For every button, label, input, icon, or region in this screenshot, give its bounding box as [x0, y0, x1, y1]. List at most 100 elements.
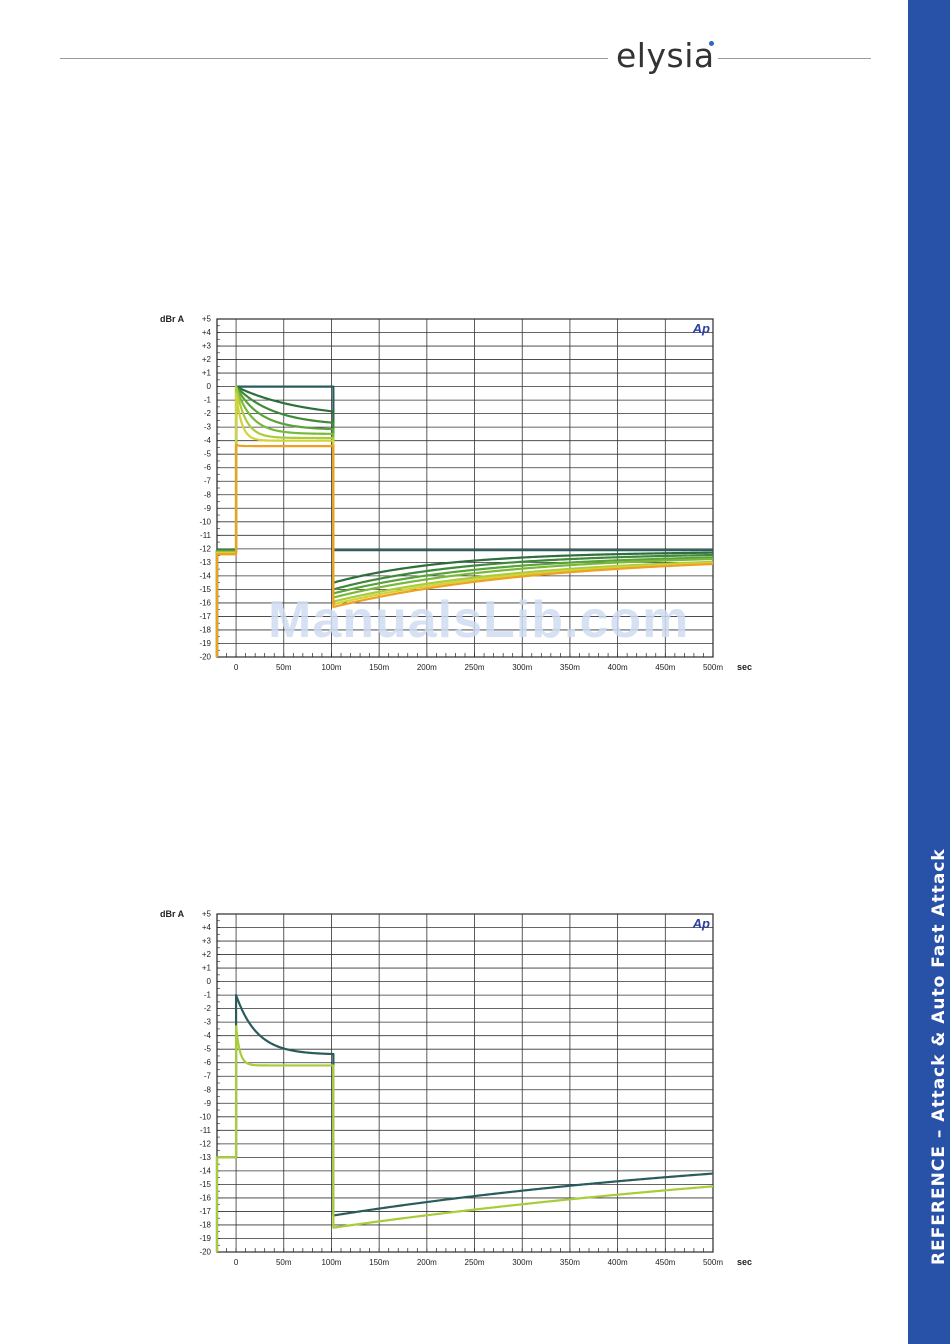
- y-tick-label: -6: [204, 463, 212, 472]
- x-axis-label: sec: [737, 1257, 752, 1267]
- series-line-1: [215, 994, 714, 1252]
- y-tick-label: -12: [199, 1139, 211, 1148]
- y-tick-label: -14: [199, 1166, 211, 1175]
- series-line-2: [215, 385, 714, 657]
- y-tick-label: -10: [199, 1112, 211, 1121]
- y-tick-label: +3: [202, 937, 212, 946]
- y-tick-label: -19: [199, 1234, 211, 1243]
- x-axis-label: sec: [737, 662, 752, 672]
- x-tick-label: 400m: [608, 663, 628, 672]
- plot-area: [216, 318, 714, 658]
- y-tick-label: -9: [204, 504, 212, 513]
- ap-badge: Ap: [692, 916, 710, 931]
- y-tick-label: -8: [204, 1085, 212, 1094]
- y-tick-label: -19: [199, 639, 211, 648]
- y-tick-label: -1: [204, 396, 212, 405]
- ap-badge: Ap: [692, 321, 710, 336]
- x-tick-label: 500m: [703, 1258, 723, 1267]
- y-tick-label: -11: [200, 1126, 212, 1135]
- x-tick-label: 350m: [560, 663, 580, 672]
- y-tick-label: -18: [199, 625, 211, 634]
- elysia-logo: elysia: [616, 36, 715, 75]
- x-tick-label: 100m: [321, 1258, 341, 1267]
- x-tick-label: 50m: [276, 663, 292, 672]
- y-tick-label: -20: [199, 1248, 211, 1257]
- x-tick-label: 500m: [703, 663, 723, 672]
- y-tick-label: -18: [199, 1220, 211, 1229]
- y-tick-label: +2: [202, 355, 212, 364]
- side-tab: [908, 0, 950, 1344]
- y-tick-label: +4: [202, 328, 212, 337]
- header-rule-right: [718, 58, 871, 59]
- x-tick-label: 350m: [560, 1258, 580, 1267]
- y-tick-label: -17: [199, 612, 211, 621]
- header-rule-left: [60, 58, 608, 59]
- x-tick-label: 200m: [417, 663, 437, 672]
- plot-area: [216, 913, 714, 1253]
- y-tick-label: -12: [199, 544, 211, 553]
- y-tick-label: +2: [202, 950, 212, 959]
- y-tick-label: -5: [204, 450, 212, 459]
- x-tick-label: 150m: [369, 663, 389, 672]
- y-tick-label: -3: [204, 423, 212, 432]
- series-line-6: [215, 385, 714, 657]
- y-tick-label: -16: [199, 1193, 211, 1202]
- y-tick-label: -7: [204, 1072, 212, 1081]
- y-tick-label: -7: [204, 477, 212, 486]
- y-tick-label: 0: [207, 382, 212, 391]
- y-tick-label: -2: [204, 409, 212, 418]
- y-tick-label: -2: [204, 1004, 212, 1013]
- x-tick-label: 450m: [655, 663, 675, 672]
- logo-dot: [709, 41, 714, 46]
- y-tick-label: -10: [199, 517, 211, 526]
- y-tick-label: -20: [199, 653, 211, 662]
- y-tick-label: -11: [200, 531, 212, 540]
- y-tick-label: +4: [202, 923, 212, 932]
- x-tick-label: 0: [234, 1258, 239, 1267]
- side-tab-label: REFERENCE – Attack & Auto Fast Attack: [929, 848, 949, 1265]
- x-tick-label: 400m: [608, 1258, 628, 1267]
- x-tick-label: 450m: [655, 1258, 675, 1267]
- y-tick-label: +3: [202, 342, 212, 351]
- y-tick-label: -16: [199, 598, 211, 607]
- y-tick-label: +5: [202, 315, 212, 324]
- series-line-1: [215, 385, 713, 657]
- attack-chart: +5 +4 +3 +2 +1 0 -1 -2 -3 -4 -5 -6 -7 -8 -9 -10 -11 -12 -1…: [160, 314, 752, 672]
- y-tick-label: -1: [204, 991, 212, 1000]
- y-tick-label: 0: [207, 977, 212, 986]
- x-tick-label: 100m: [321, 663, 341, 672]
- y-tick-label: -8: [204, 490, 212, 499]
- y-tick-label: -3: [204, 1018, 212, 1027]
- x-tick-label: 50m: [276, 1258, 292, 1267]
- x-tick-label: 300m: [512, 1258, 532, 1267]
- y-axis-label: dBr A: [160, 909, 185, 919]
- y-tick-label: -4: [204, 1031, 212, 1040]
- y-tick-label: -15: [199, 585, 211, 594]
- x-tick-label: 150m: [369, 1258, 389, 1267]
- y-tick-label: -13: [199, 1153, 211, 1162]
- y-tick-label: -9: [204, 1099, 212, 1108]
- x-tick-label: 0: [234, 663, 239, 672]
- y-tick-label: -4: [204, 436, 212, 445]
- y-tick-label: -6: [204, 1058, 212, 1067]
- y-tick-label: -17: [199, 1207, 211, 1216]
- x-tick-label: 200m: [417, 1258, 437, 1267]
- watermark: ManualsLib.com: [268, 591, 690, 649]
- y-tick-label: -14: [199, 571, 211, 580]
- series-line-3: [215, 385, 714, 657]
- y-tick-label: +5: [202, 910, 212, 919]
- y-tick-label: -13: [199, 558, 211, 567]
- auto-fast-attack-chart: +5 +4 +3 +2 +1 0 -1 -2 -3 -4 -5 -6 -7 -8 -9 -10 -11 -12 -1…: [160, 909, 752, 1267]
- x-tick-label: 250m: [465, 663, 485, 672]
- series-line-2: [215, 1025, 714, 1252]
- series-line-4: [215, 385, 714, 657]
- y-tick-label: +1: [202, 964, 212, 973]
- y-axis-label: dBr A: [160, 314, 185, 324]
- x-tick-label: 300m: [512, 663, 532, 672]
- series-line-5: [215, 385, 714, 657]
- y-tick-label: +1: [202, 369, 212, 378]
- y-tick-label: -5: [204, 1045, 212, 1054]
- x-tick-label: 250m: [465, 1258, 485, 1267]
- series-line-7: [215, 392, 714, 657]
- series-line-8: [215, 443, 714, 657]
